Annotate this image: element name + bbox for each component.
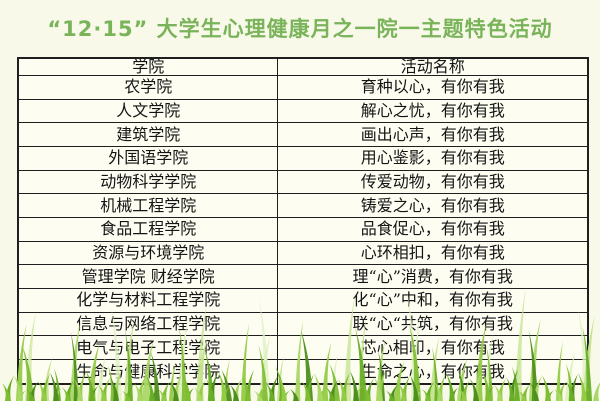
activity-cell: 育种以心，有你有我	[277, 75, 589, 100]
college-cell: 信息与网络工程学院	[17, 311, 279, 337]
college-cell: 人文学院	[17, 98, 279, 124]
activity-cell: 心环相扣，有你有我	[277, 240, 589, 266]
activity-cell: 画出心声，有你有我	[277, 122, 589, 148]
college-cell: 动物科学学院	[17, 169, 279, 195]
college-cell: 机械工程学院	[17, 193, 279, 219]
table-row: 信息与网络工程学院 联“心“共筑，有你有我	[17, 311, 589, 337]
column-header-college: 学院	[17, 57, 279, 76]
activity-cell: 用心鉴影，有你有我	[277, 146, 589, 171]
table-row: 动物科学学院 传爱动物，有你有我	[17, 169, 589, 195]
activity-cell: 传爱动物，有你有我	[277, 169, 589, 195]
college-cell: 农学院	[17, 75, 279, 100]
page-title: “12·15” 大学生心理健康月之一院一主题特色活动	[47, 17, 553, 41]
table-row: 电气与电子工程学院 芯心相印，有你有我	[17, 335, 589, 361]
activities-table: 学院 活动名称 农学院 育种以心，有你有我 人文学院 解心之忧，有你有我 建筑学…	[17, 57, 589, 385]
college-cell: 化学与材料工程学院	[17, 288, 279, 313]
activity-cell: 解心之忧，有你有我	[277, 98, 589, 124]
table-row: 外国语学院 用心鉴影，有你有我	[17, 146, 589, 171]
table-row: 人文学院 解心之忧，有你有我	[17, 98, 589, 124]
table-row: 机械工程学院 铸爱之心，有你有我	[17, 193, 589, 219]
college-cell: 资源与环境学院	[17, 240, 279, 266]
activity-cell: 联“心“共筑，有你有我	[277, 311, 589, 337]
college-cell: 生命与健康科学学院	[17, 359, 279, 385]
table-row: 食品工程学院 品食促心，有你有我	[17, 217, 589, 242]
college-cell: 建筑学院	[17, 122, 279, 148]
table-row: 建筑学院 画出心声，有你有我	[17, 122, 589, 148]
activity-cell: 品食促心，有你有我	[277, 217, 589, 242]
table-header-row: 学院 活动名称	[17, 57, 589, 76]
activity-cell: 生命之心，有你有我	[277, 359, 589, 385]
activity-cell: 化“心”中和，有你有我	[277, 288, 589, 313]
activity-cell: 理“心”消费，有你有我	[277, 264, 589, 290]
table-row: 管理学院 财经学院 理“心”消费，有你有我	[17, 264, 589, 290]
table-row: 生命与健康科学学院 生命之心，有你有我	[17, 359, 589, 385]
college-cell: 外国语学院	[17, 146, 279, 171]
activity-cell: 铸爱之心，有你有我	[277, 193, 589, 219]
activity-cell: 芯心相印，有你有我	[277, 335, 589, 361]
college-cell: 管理学院 财经学院	[17, 264, 279, 290]
column-header-activity: 活动名称	[277, 57, 589, 76]
table-row: 资源与环境学院 心环相扣，有你有我	[17, 240, 589, 266]
college-cell: 电气与电子工程学院	[17, 335, 279, 361]
table-row: 化学与材料工程学院 化“心”中和，有你有我	[17, 288, 589, 313]
college-cell: 食品工程学院	[17, 217, 279, 242]
table-row: 农学院 育种以心，有你有我	[17, 75, 589, 100]
